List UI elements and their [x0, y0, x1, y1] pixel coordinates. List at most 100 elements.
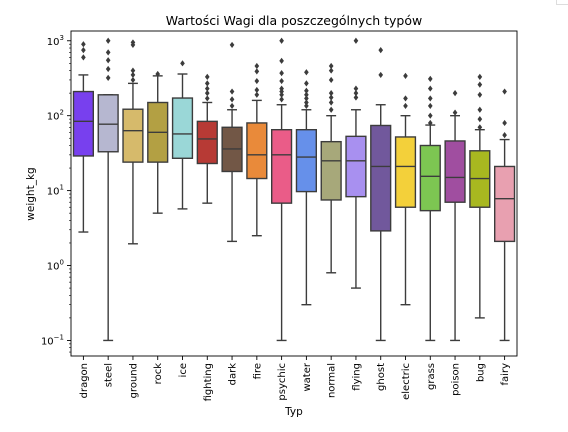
outlier-point-fighting-3 — [204, 80, 210, 87]
box-group-bug — [469, 73, 491, 319]
outlier-point-dark-2 — [229, 88, 235, 95]
x-tick-label-grass: grass — [426, 363, 437, 390]
outlier-point-steel-1 — [105, 65, 111, 73]
box-fighting — [196, 120, 218, 165]
box-group-rock — [147, 70, 169, 214]
outlier-point-water-2 — [304, 95, 309, 102]
outlier-point-psychic-5 — [279, 70, 284, 77]
outlier-point-dark-1 — [229, 96, 235, 103]
outlier-point-ground-2 — [130, 67, 136, 74]
box-steel — [97, 94, 119, 153]
top-right-frame-edge — [556, 0, 568, 5]
outlier-point-psychic-1 — [279, 91, 284, 98]
box-group-psychic — [271, 37, 293, 342]
outlier-point-poison-1 — [452, 90, 458, 97]
outlier-point-fighting-4 — [204, 73, 210, 80]
outlier-point-bug-4 — [477, 81, 483, 88]
x-tick-label-bug: bug — [475, 363, 486, 382]
outlier-point-normal-3 — [328, 90, 334, 97]
outlier-point-dragon-2 — [81, 41, 86, 48]
outlier-point-water-6 — [304, 69, 309, 76]
x-tick-label-dark: dark — [228, 363, 239, 386]
outlier-point-dragon-1 — [81, 47, 86, 54]
box-fairy — [494, 165, 516, 243]
box-ground — [122, 108, 144, 163]
box-group-fire — [246, 62, 268, 237]
outlier-point-fairy-1 — [502, 119, 507, 127]
outlier-point-steel-2 — [105, 57, 111, 64]
x-tick-label-ice: ice — [178, 363, 189, 377]
outlier-point-water-3 — [304, 91, 309, 98]
outlier-point-grass-4 — [427, 85, 433, 92]
outlier-point-electric-2 — [403, 72, 408, 79]
x-tick-label-steel: steel — [104, 363, 115, 387]
outlier-point-fire-4 — [254, 62, 260, 70]
outlier-point-fighting-1 — [204, 90, 210, 97]
box-group-flying — [345, 37, 367, 289]
outlier-point-fire-1 — [254, 86, 260, 94]
outlier-point-water-5 — [304, 80, 309, 87]
box-group-ground — [122, 39, 144, 245]
outlier-point-dark-3 — [229, 41, 235, 49]
y-tick-label-0: 10−1 — [41, 333, 64, 347]
outlier-point-fire-0 — [254, 91, 260, 98]
outlier-point-ice-0 — [180, 60, 185, 67]
x-tick-label-fire: fire — [252, 363, 263, 379]
outlier-point-normal-4 — [328, 76, 334, 84]
box-group-ghost — [370, 47, 392, 342]
box-group-electric — [394, 72, 417, 306]
x-tick-label-flying: flying — [351, 363, 362, 391]
outlier-point-normal-6 — [328, 62, 334, 70]
box-electric — [394, 136, 417, 208]
outlier-point-grass-0 — [427, 119, 433, 127]
plot-frame — [70, 30, 518, 357]
outlier-point-rock-0 — [155, 70, 161, 78]
outlier-point-electric-0 — [403, 102, 408, 110]
outlier-point-water-1 — [304, 99, 309, 106]
outlier-point-dragon-0 — [81, 54, 86, 61]
box-group-dark — [221, 41, 243, 243]
box-normal — [320, 140, 342, 201]
x-tick-label-ground: ground — [128, 363, 139, 398]
box-group-fairy — [494, 88, 516, 342]
outlier-point-water-4 — [304, 87, 309, 94]
y-tick-label-2: 101 — [47, 184, 64, 198]
outlier-point-grass-5 — [427, 75, 433, 82]
outlier-point-bug-2 — [477, 106, 483, 113]
outlier-point-flying-3 — [353, 37, 359, 44]
x-tick-label-fairy: fairy — [500, 363, 511, 386]
y-tick-label-4: 103 — [47, 34, 64, 48]
outlier-point-ground-0 — [130, 76, 136, 84]
outlier-point-psychic-3 — [279, 85, 284, 92]
x-tick-label-water: water — [302, 362, 313, 391]
outlier-point-grass-2 — [427, 102, 433, 110]
x-axis-label: Typ — [284, 406, 303, 418]
outlier-point-water-0 — [304, 102, 309, 110]
outlier-point-flying-0 — [353, 94, 359, 101]
outlier-point-ground-1 — [130, 71, 136, 79]
outlier-point-psychic-4 — [279, 77, 284, 85]
outlier-point-psychic-7 — [279, 37, 284, 44]
outlier-point-flying-1 — [353, 90, 359, 97]
outlier-point-bug-3 — [477, 91, 483, 98]
box-ghost — [370, 124, 392, 232]
outlier-point-grass-3 — [427, 95, 433, 102]
outlier-point-bug-1 — [477, 116, 483, 123]
outlier-point-bug-5 — [477, 73, 483, 80]
box-group-dragon — [72, 41, 94, 233]
boxes-layer — [72, 37, 516, 342]
outlier-point-psychic-0 — [279, 96, 284, 103]
x-tick-label-electric: electric — [401, 363, 412, 400]
outlier-point-fire-2 — [254, 77, 260, 85]
outlier-point-fighting-0 — [204, 95, 210, 102]
outlier-point-steel-0 — [105, 74, 111, 81]
box-group-ice — [171, 60, 194, 210]
box-group-grass — [419, 75, 441, 342]
outlier-point-dark-0 — [229, 102, 235, 110]
box-group-poison — [444, 90, 466, 342]
x-tick-label-fighting: fighting — [203, 363, 214, 401]
outlier-point-normal-5 — [328, 67, 334, 74]
box-group-fighting — [196, 73, 218, 204]
box-group-normal — [320, 62, 342, 274]
x-tick-label-ghost: ghost — [376, 363, 387, 391]
